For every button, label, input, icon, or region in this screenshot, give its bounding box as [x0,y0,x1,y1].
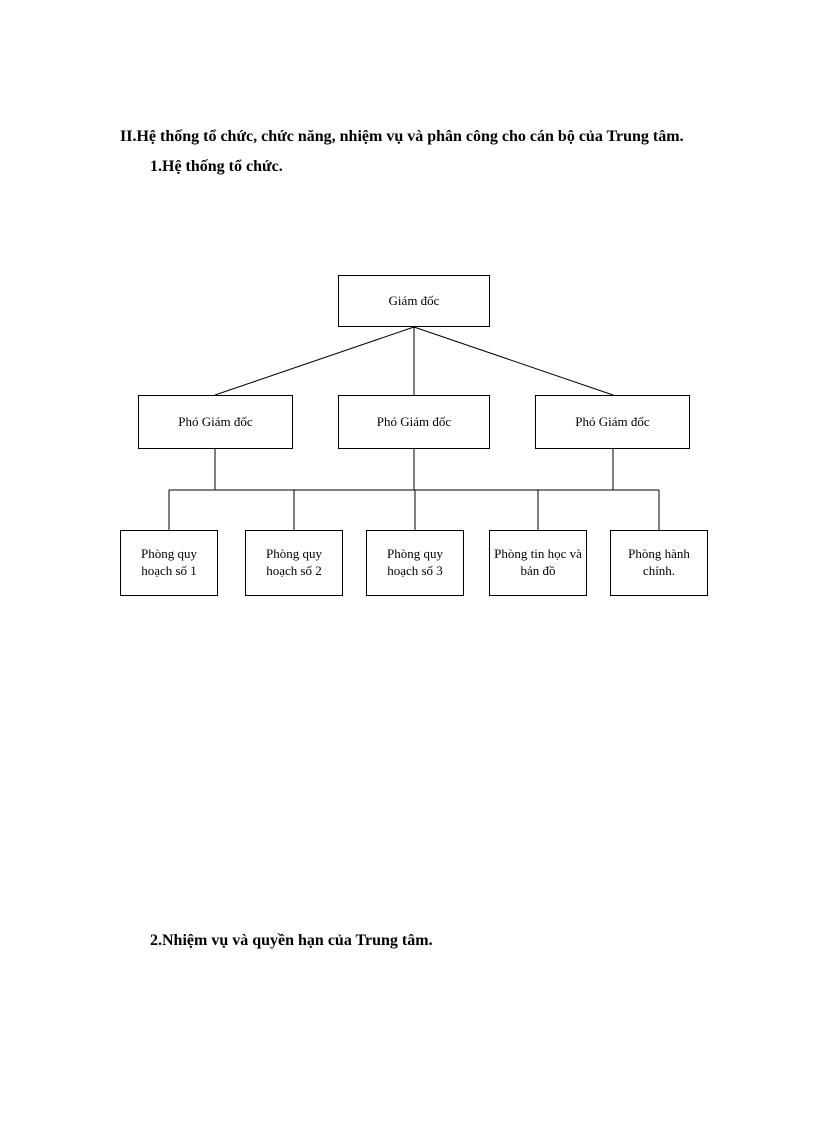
node-dept-1: Phòng quy hoạch số 1 [120,530,218,596]
node-director: Giám đốc [338,275,490,327]
node-dept-5: Phòng hành chính. [610,530,708,596]
node-dept-4: Phòng tin học và bản đồ [489,530,587,596]
node-label: Phó Giám đốc [178,414,252,431]
node-vice-2: Phó Giám đốc [338,395,490,449]
page-content: II.Hệ thống tổ chức, chức năng, nhiệm vụ… [0,0,816,953]
node-label: Phòng quy hoạch số 3 [371,546,459,580]
sub-heading-1: 1.Hệ thống tổ chức. [150,155,696,179]
node-dept-2: Phòng quy hoạch số 2 [245,530,343,596]
node-label: Phòng tin học và bản đồ [494,546,582,580]
node-label: Giám đốc [389,293,440,310]
node-vice-3: Phó Giám đốc [535,395,690,449]
node-label: Phó Giám đốc [575,414,649,431]
org-chart: Giám đốc Phó Giám đốc Phó Giám đốc Phó G… [120,240,710,610]
node-label: Phòng quy hoạch số 1 [125,546,213,580]
node-label: Phó Giám đốc [377,414,451,431]
node-label: Phòng quy hoạch số 2 [250,546,338,580]
node-vice-1: Phó Giám đốc [138,395,293,449]
node-dept-3: Phòng quy hoạch số 3 [366,530,464,596]
sub-heading-2: 2.Nhiệm vụ và quyền hạn của Trung tâm. [150,929,696,953]
section-heading: II.Hệ thống tổ chức, chức năng, nhiệm vụ… [120,125,696,149]
node-label: Phòng hành chính. [615,546,703,580]
